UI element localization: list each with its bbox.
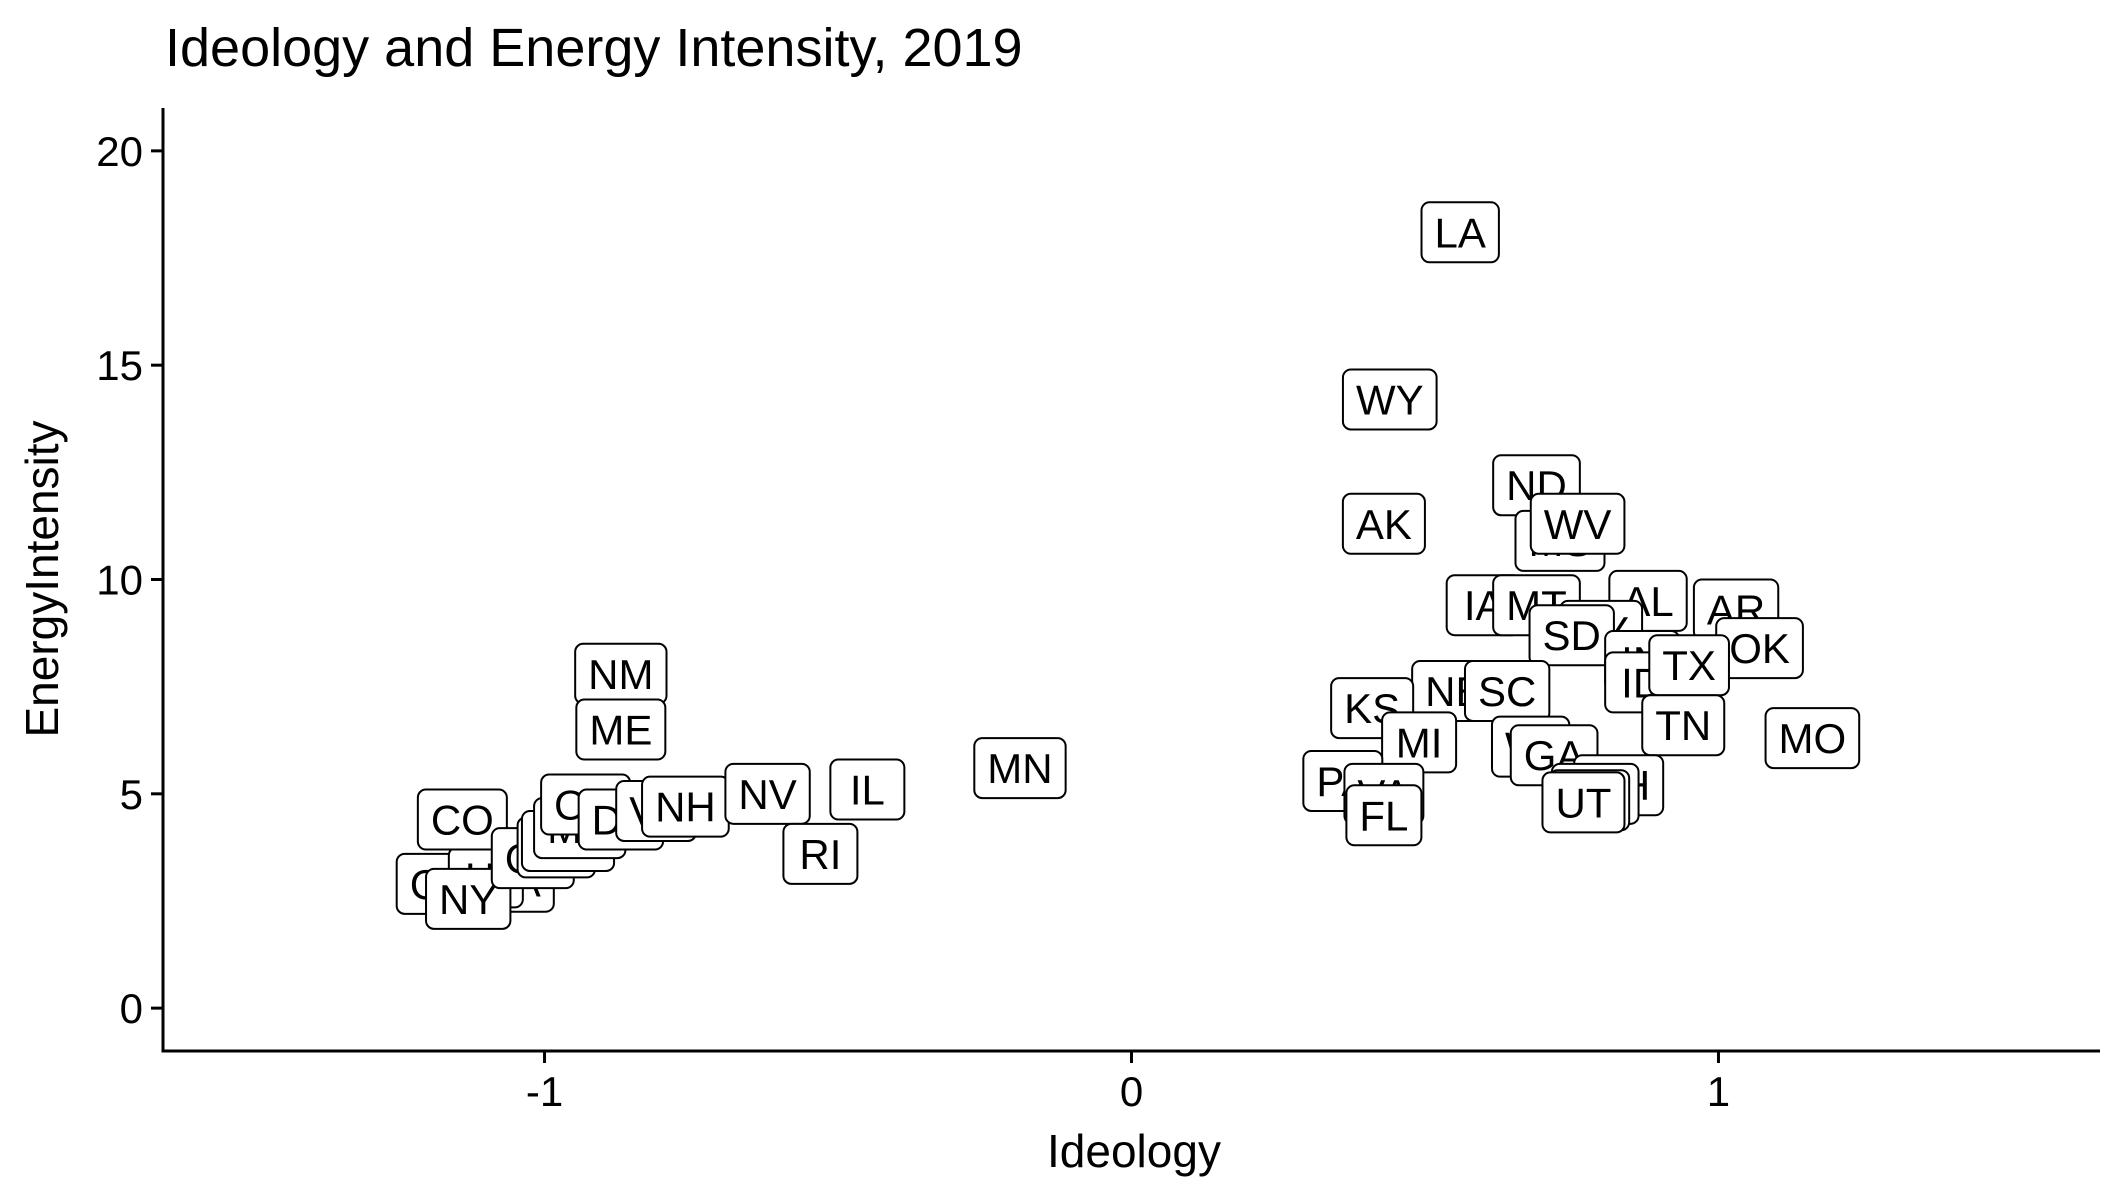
label-box [1641, 694, 1726, 757]
y-tick-label: 15 [96, 342, 143, 389]
point-label-fl: FL [1345, 784, 1423, 847]
point-label-text: IL [850, 767, 885, 814]
point-label-wy: WY [1341, 368, 1438, 431]
y-tick-label: 20 [96, 128, 143, 175]
point-label-text: MI [1396, 719, 1443, 766]
x-tick-label: 1 [1707, 1068, 1730, 1115]
point-label-me: ME [575, 698, 667, 761]
point-label-co: CO [416, 788, 508, 851]
label-box [782, 822, 859, 885]
point-label-text: CO [431, 797, 494, 844]
point-label-mn: MN [973, 737, 1067, 800]
point-label-sd: SD [1528, 604, 1615, 667]
point-label-text: AK [1356, 501, 1412, 548]
y-tick-label: 10 [96, 557, 143, 604]
label-box [973, 737, 1067, 800]
point-label-wv: WV [1529, 492, 1626, 555]
point-label-text: UT [1555, 779, 1611, 826]
point-label-ok: OK [1715, 617, 1804, 680]
point-label-text: NM [588, 651, 653, 698]
label-box [1764, 707, 1861, 770]
point-label-ri: RI [782, 822, 859, 885]
point-label-text: WY [1356, 376, 1424, 423]
point-label-ny: NY [425, 867, 512, 930]
label-box [575, 698, 667, 761]
label-box [1345, 784, 1423, 847]
point-label-text: LA [1435, 209, 1486, 256]
point-label-nh: NH [641, 775, 730, 838]
label-box [1541, 771, 1626, 834]
plot-area: CAMAHINYCOCTNJWAMDORDEVTNHNVILRINMMEMNLA… [395, 201, 1861, 930]
point-label-sc: SC [1463, 659, 1551, 722]
label-box [724, 762, 811, 825]
point-label-text: NH [655, 784, 716, 831]
y-axis: 0 5 10 15 20 [96, 128, 163, 1032]
point-label-ut: UT [1541, 771, 1626, 834]
point-label-text: MN [987, 745, 1052, 792]
point-label-la: LA [1420, 201, 1500, 264]
point-label-text: MO [1779, 715, 1847, 762]
point-label-text: SD [1543, 612, 1601, 659]
label-box [1420, 201, 1500, 264]
point-label-mi: MI [1381, 711, 1458, 774]
point-label-mo: MO [1764, 707, 1861, 770]
point-label-il: IL [829, 758, 906, 821]
label-box [416, 788, 508, 851]
point-label-tn: TN [1641, 694, 1726, 757]
y-axis-title: EnergyIntensity [16, 420, 68, 737]
x-axis: -1 0 1 [526, 1051, 1730, 1115]
label-box [829, 758, 906, 821]
y-tick-label: 5 [120, 771, 143, 818]
x-tick-label: -1 [526, 1068, 563, 1115]
chart-title: Ideology and Energy Intensity, 2019 [165, 18, 1023, 78]
point-label-text: TX [1662, 642, 1716, 689]
label-box [1341, 492, 1426, 555]
point-label-text: TN [1655, 702, 1711, 749]
point-label-nm: NM [574, 642, 668, 705]
point-label-nv: NV [724, 762, 811, 825]
point-label-text: SC [1478, 668, 1536, 715]
point-label-text: WV [1544, 501, 1612, 548]
label-box [425, 867, 512, 930]
point-label-text: ME [589, 707, 652, 754]
x-axis-title: Ideology [1047, 1125, 1221, 1177]
point-label-tx: TX [1648, 634, 1730, 697]
point-label-text: RI [799, 831, 841, 878]
label-box [1341, 368, 1438, 431]
y-tick-label: 0 [120, 985, 143, 1032]
point-label-text: NV [738, 771, 796, 818]
point-label-text: NY [439, 876, 497, 923]
label-box [1529, 492, 1626, 555]
point-label-text: OK [1729, 625, 1790, 672]
point-label-ak: AK [1341, 492, 1426, 555]
x-tick-label: 0 [1120, 1068, 1143, 1115]
point-label-text: FL [1359, 792, 1408, 839]
